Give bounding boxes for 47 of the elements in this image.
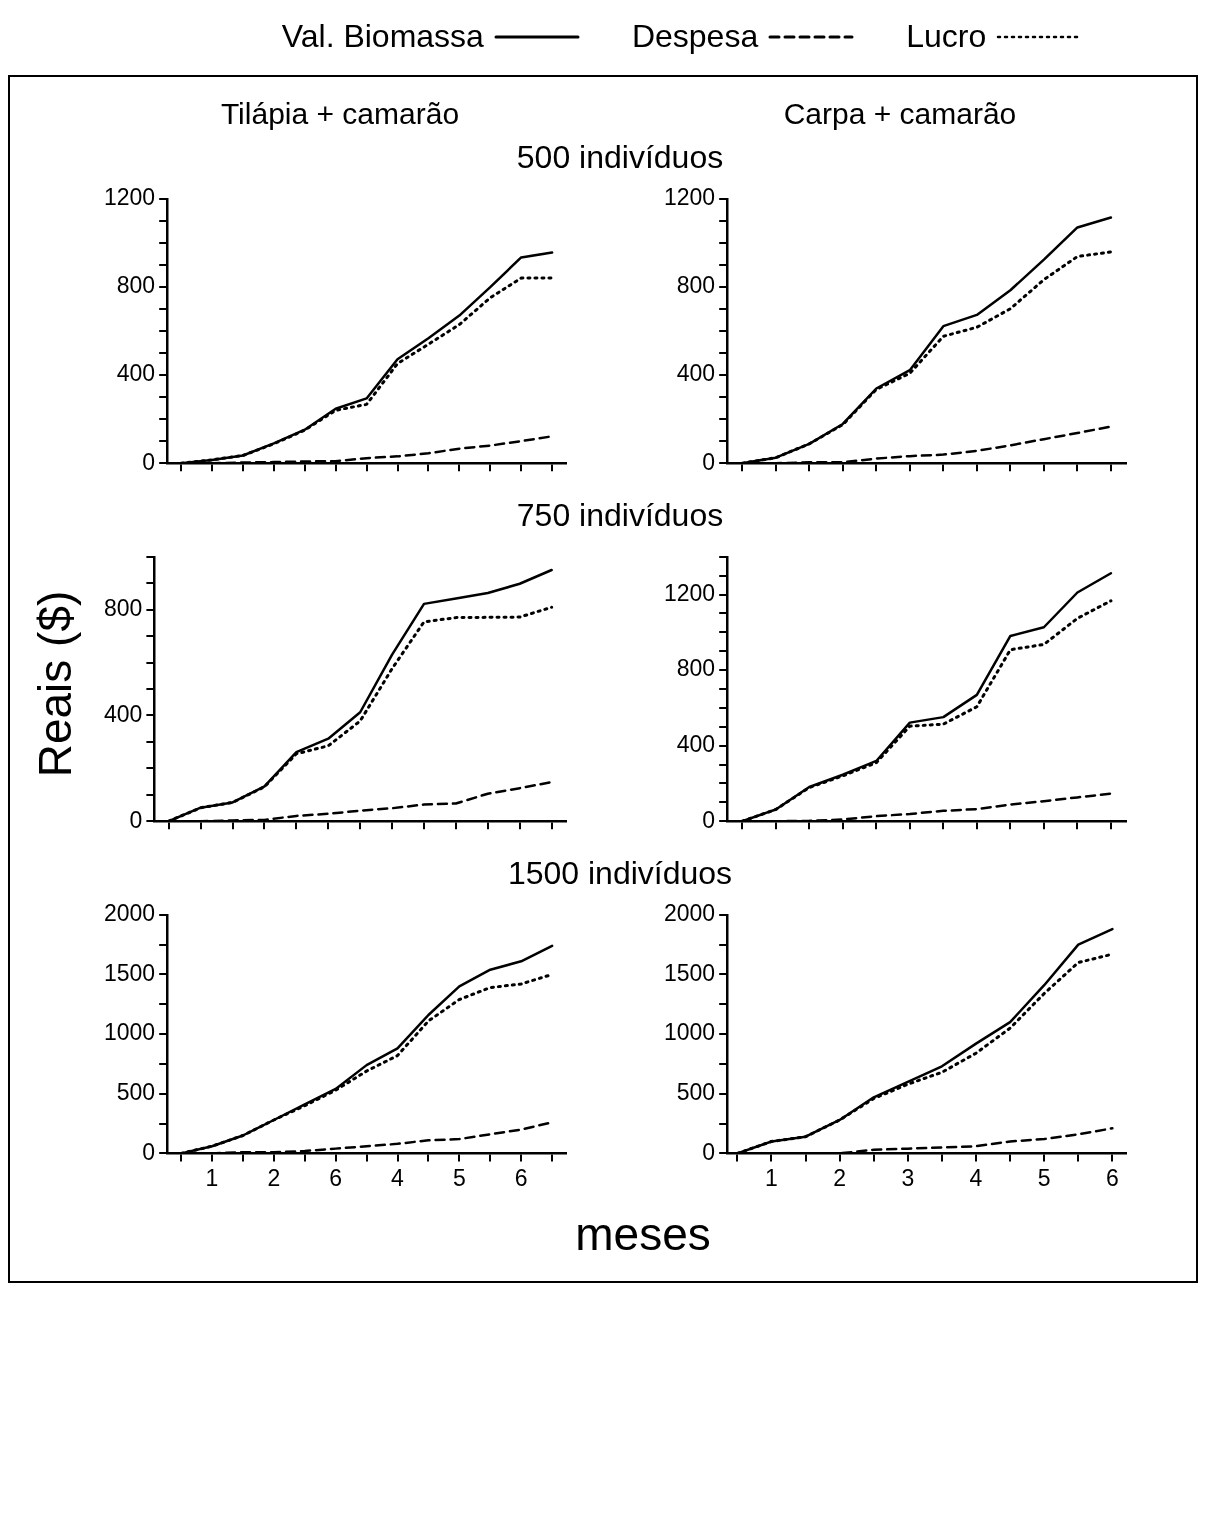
y-tick-label: 0 bbox=[142, 1138, 156, 1165]
y-tick-label: 0 bbox=[702, 448, 716, 475]
y-tick-label: 0 bbox=[129, 806, 143, 833]
x-tick-label: 1 bbox=[205, 1164, 219, 1191]
y-tick-label: 500 bbox=[676, 1079, 716, 1106]
x-tick-label: 2 bbox=[833, 1164, 847, 1191]
y-tick-label: 2000 bbox=[663, 900, 716, 927]
y-tick-label: 1200 bbox=[663, 579, 716, 606]
chart-subtitle: 750 indivíduos bbox=[516, 497, 724, 534]
y-tick-label: 800 bbox=[104, 595, 143, 622]
y-tick-label: 0 bbox=[142, 448, 156, 475]
y-tick-label: 400 bbox=[676, 731, 716, 757]
y-tick-label: 2000 bbox=[103, 900, 156, 927]
x-tick-label: 3 bbox=[901, 1164, 915, 1191]
y-tick-label: 1200 bbox=[103, 184, 156, 211]
y-tick-label: 800 bbox=[676, 655, 716, 682]
y-axis-title: Reais ($) bbox=[28, 590, 82, 778]
legend-label: Val. Biomassa bbox=[281, 18, 484, 55]
x-tick-label: 6 bbox=[1105, 1164, 1119, 1191]
x-tick-label: 4 bbox=[969, 1164, 983, 1191]
y-tick-label: 400 bbox=[116, 360, 156, 387]
y-tick-label: 0 bbox=[702, 806, 716, 833]
chart-title: Tilápia + camarão bbox=[220, 97, 460, 130]
y-tick-label: 400 bbox=[676, 360, 716, 387]
chart-title: Carpa + camarão bbox=[783, 97, 1017, 130]
y-tick-label: 1500 bbox=[663, 959, 716, 986]
x-tick-label: 4 bbox=[391, 1164, 405, 1191]
legend-label: Lucro bbox=[906, 18, 987, 55]
x-tick-label: 5 bbox=[452, 1164, 466, 1191]
x-axis-title: meses bbox=[574, 1207, 712, 1262]
y-tick-label: 500 bbox=[116, 1079, 156, 1106]
x-tick-label: 2 bbox=[267, 1164, 281, 1191]
y-tick-label: 1000 bbox=[103, 1019, 156, 1046]
x-tick-label: 5 bbox=[1037, 1164, 1051, 1191]
y-tick-label: 1000 bbox=[663, 1019, 716, 1046]
y-tick-label: 800 bbox=[116, 272, 156, 299]
y-tick-label: 400 bbox=[104, 700, 143, 727]
y-tick-label: 0 bbox=[702, 1138, 716, 1165]
y-tick-label: 800 bbox=[676, 272, 716, 299]
x-tick-label: 1 bbox=[765, 1164, 778, 1191]
legend-label: Despesa bbox=[631, 18, 759, 55]
y-tick-label: 1200 bbox=[663, 184, 716, 211]
x-tick-label: 6 bbox=[514, 1164, 528, 1191]
y-tick-label: 1500 bbox=[103, 959, 156, 986]
x-tick-label: 6 bbox=[329, 1164, 343, 1191]
chart-subtitle: 1500 indivíduos bbox=[507, 855, 733, 892]
chart-subtitle: 500 indivíduos bbox=[516, 139, 724, 176]
